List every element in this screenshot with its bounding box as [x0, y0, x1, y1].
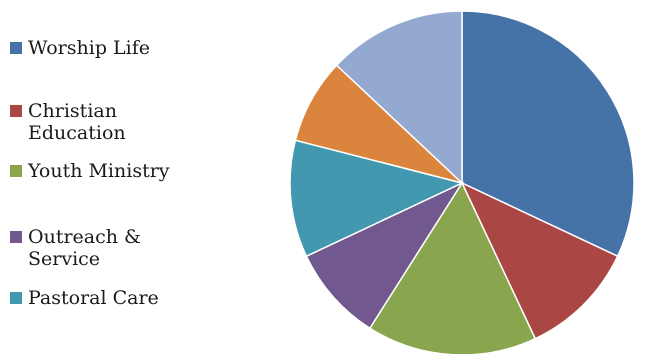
legend-swatch-outreach-service — [10, 231, 22, 243]
pie-slice-0 — [461, 10, 635, 258]
pie-slice-3 — [305, 181, 465, 330]
legend-label-christian-education: Christian Education — [28, 100, 126, 144]
legend-item-outreach-service: Outreach & Service — [10, 226, 141, 270]
pie-slice-4 — [289, 139, 465, 258]
legend-item-christian-education: Christian Education — [10, 100, 126, 144]
pie-slice-2 — [368, 181, 537, 354]
legend-item-pastoral-care: Pastoral Care — [10, 287, 159, 309]
legend-label-pastoral-care: Pastoral Care — [28, 287, 159, 309]
legend-label-outreach-service: Outreach & Service — [28, 226, 141, 270]
legend-item-youth-ministry: Youth Ministry — [10, 160, 170, 182]
legend-label-youth-ministry: Youth Ministry — [28, 160, 170, 182]
legend-item-worship-life: Worship Life — [10, 37, 150, 59]
legend-swatch-christian-education — [10, 105, 22, 117]
chart-legend: Worship Life Christian Education Youth M… — [0, 0, 240, 354]
legend-swatch-pastoral-care — [10, 292, 22, 304]
pie-slices — [289, 10, 635, 354]
pie-slice-1 — [460, 181, 619, 340]
legend-swatch-youth-ministry — [10, 165, 22, 177]
pie-slice-6 — [335, 10, 463, 185]
legend-label-worship-life: Worship Life — [28, 37, 150, 59]
legend-swatch-worship-life — [10, 42, 22, 54]
